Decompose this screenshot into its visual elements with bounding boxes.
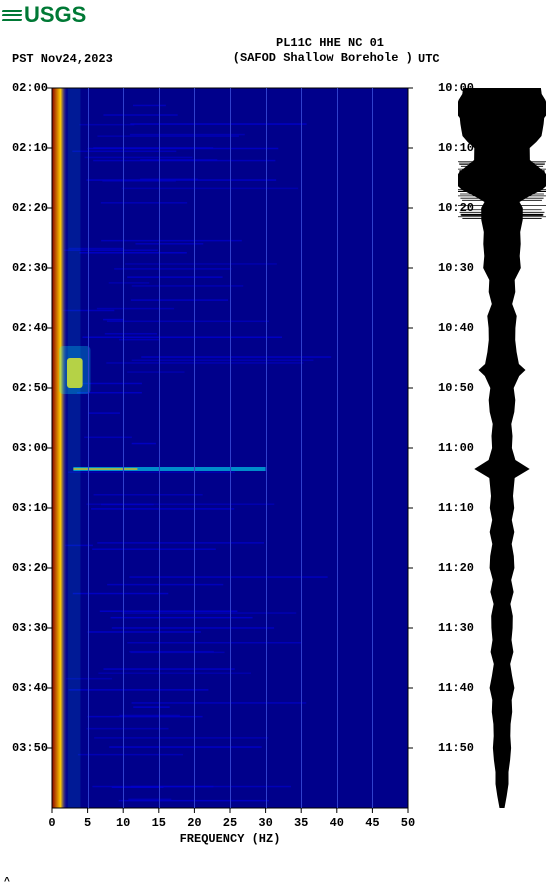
- logo-text: USGS: [24, 2, 86, 28]
- utc-label: UTC: [418, 52, 440, 66]
- spectrogram-plot: FREQUENCY (HZ) 0510152025303540455002:00…: [52, 88, 408, 808]
- left-time-tick: 03:00: [12, 441, 52, 455]
- waveform-panel: [458, 88, 546, 808]
- x-tick: 25: [223, 808, 237, 830]
- left-time-tick: 03:20: [12, 561, 52, 575]
- x-tick: 45: [365, 808, 379, 830]
- left-time-tick: 02:00: [12, 81, 52, 95]
- left-time-tick: 02:40: [12, 321, 52, 335]
- x-tick: 35: [294, 808, 308, 830]
- x-tick: 30: [258, 808, 272, 830]
- left-time-tick: 03:50: [12, 741, 52, 755]
- left-time-tick: 02:10: [12, 141, 52, 155]
- x-tick: 15: [152, 808, 166, 830]
- spectrogram-canvas: [52, 88, 408, 808]
- wave-icon: [2, 7, 22, 23]
- x-tick: 5: [84, 808, 91, 830]
- left-time-tick: 03:30: [12, 621, 52, 635]
- x-tick: 20: [187, 808, 201, 830]
- x-tick: 10: [116, 808, 130, 830]
- left-time-tick: 03:10: [12, 501, 52, 515]
- x-tick: 40: [330, 808, 344, 830]
- x-tick: 50: [401, 808, 415, 830]
- waveform-svg: [458, 88, 546, 808]
- pst-label: PST Nov24,2023: [12, 52, 113, 66]
- left-time-tick: 02:50: [12, 381, 52, 395]
- x-tick: 0: [48, 808, 55, 830]
- caret-mark: ^: [4, 877, 10, 888]
- left-time-tick: 02:30: [12, 261, 52, 275]
- usgs-logo: USGS: [2, 2, 86, 28]
- left-time-tick: 03:40: [12, 681, 52, 695]
- left-time-tick: 02:20: [12, 201, 52, 215]
